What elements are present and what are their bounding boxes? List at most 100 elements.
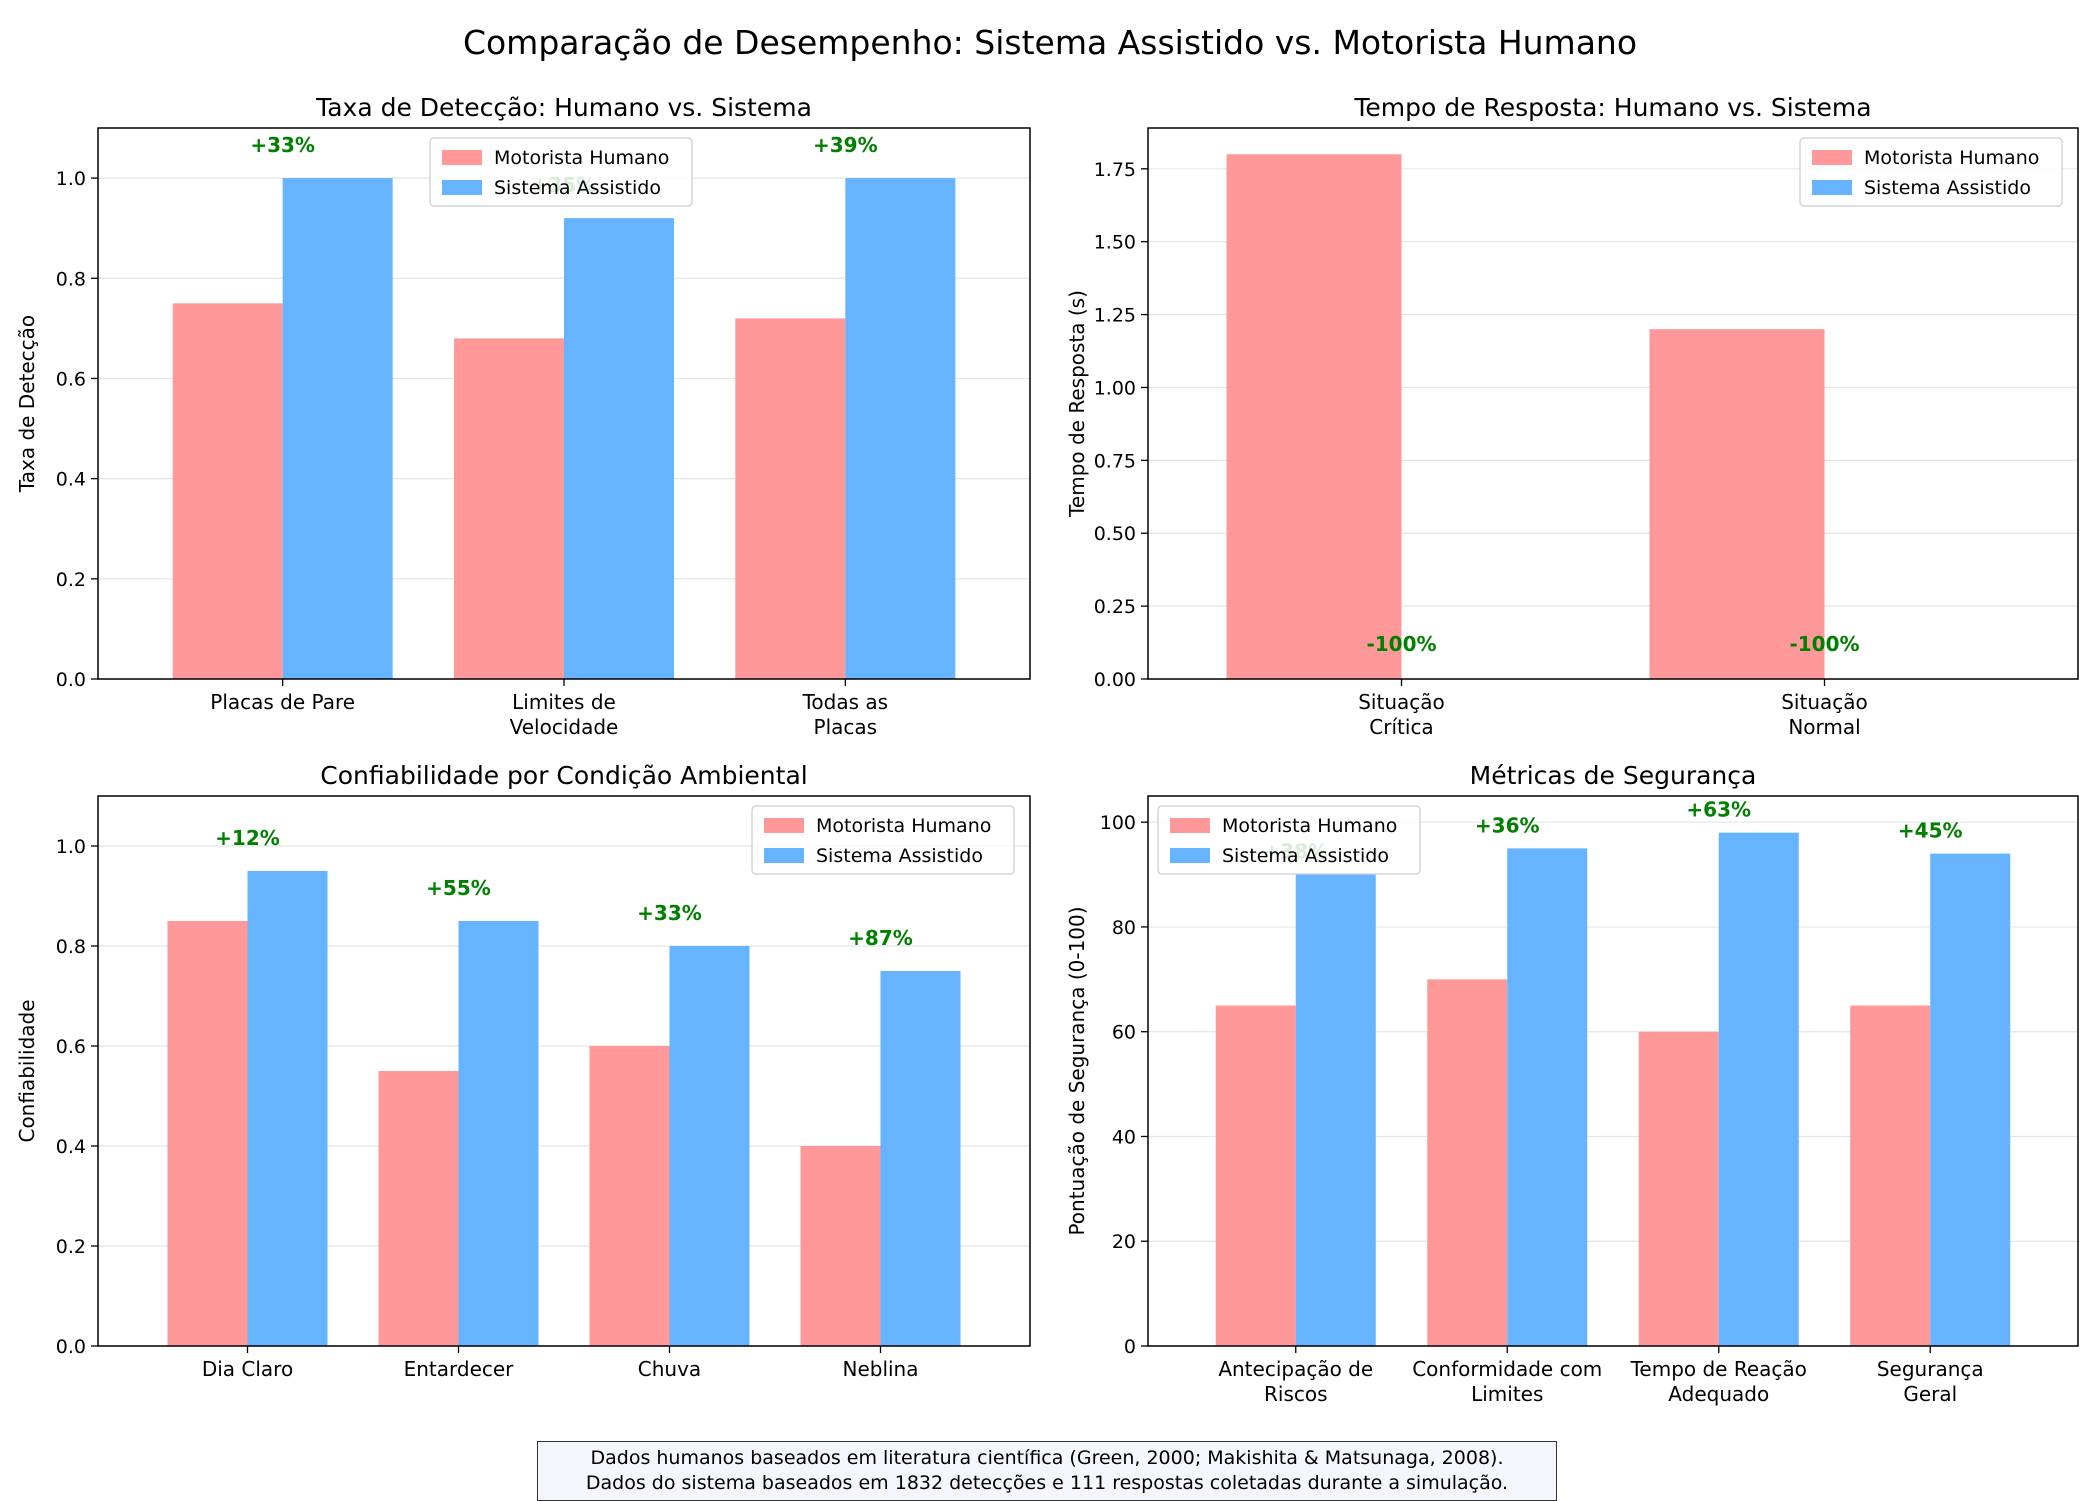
bar-system-2 (458, 921, 539, 1346)
y-tick-label: 0.0 (56, 1336, 86, 1358)
x-tick-label: Riscos (1264, 1382, 1328, 1406)
improvement-label: +33% (250, 133, 315, 157)
y-tick-label: 1.00 (1094, 377, 1136, 399)
legend-label: Sistema Assistido (1864, 177, 2031, 199)
chart-title: Métricas de Segurança (1470, 761, 1757, 790)
legend-label: Motorista Humano (816, 815, 991, 837)
y-tick-label: 0.0 (56, 669, 86, 691)
improvement-label: +55% (426, 876, 491, 900)
y-tick-label: 0.2 (56, 569, 86, 591)
chart-panel-3: Confiabilidade por Condição Ambiental 0.0… (15, 761, 1031, 1381)
data-source-line-2: Dados do sistema baseados em 1832 detecç… (585, 1472, 1509, 1494)
chart-panel-1: Taxa de Detecção: Humano vs. Sistema 0.0 0… (15, 93, 1031, 739)
legend-label: Sistema Assistido (1222, 845, 1389, 867)
x-tick-label: Situação (1358, 690, 1445, 714)
improvement-label: +63% (1686, 798, 1751, 822)
y-tick-label: 0.50 (1094, 523, 1136, 545)
y-tick-label: 100 (1100, 812, 1136, 834)
y-tick-label: 0.8 (56, 268, 86, 290)
bar-system-2 (564, 218, 674, 679)
bar-human-3 (589, 1046, 670, 1346)
bar-human-4 (800, 1146, 881, 1346)
legend: Motorista Humano Sistema Assistido (1157, 805, 1421, 875)
x-tick-label: Dia Claro (202, 1357, 293, 1381)
x-tick-label: Antecipação de (1218, 1357, 1373, 1381)
legend-label: Sistema Assistido (816, 845, 983, 867)
y-tick-label: 40 (1112, 1126, 1136, 1148)
bar-system-1 (282, 178, 393, 679)
plot-frame (97, 127, 1031, 680)
x-tick-label: Neblina (842, 1357, 918, 1381)
x-tick-label: Conformidade com (1412, 1357, 1602, 1381)
improvement-label: +36% (1475, 813, 1540, 837)
legend-swatch (1812, 150, 1852, 165)
y-tick-label: 0.6 (56, 368, 86, 390)
chart-title: Tempo de Resposta: Humano vs. Sistema (1353, 93, 1871, 122)
x-tick-label: Chuva (638, 1357, 701, 1381)
bar-human-3 (1638, 1031, 1719, 1346)
y-tick-label: 1.0 (56, 168, 86, 190)
y-axis-label: Confiabilidade (15, 999, 39, 1142)
chart-title: Taxa de Detecção: Humano vs. Sistema (315, 93, 812, 122)
x-tick-label: Geral (1903, 1382, 1957, 1406)
bar-system-1 (1295, 874, 1376, 1346)
legend: Motorista Humano Sistema Assistido (751, 805, 1015, 875)
improvement-label: -100% (1789, 632, 1859, 656)
bar-system-4 (1930, 853, 2011, 1346)
figure-title: Comparação de Desempenho: Sistema Assist… (463, 23, 1637, 62)
data-source-note: Dados humanos baseados em literatura cie… (537, 1441, 1557, 1501)
y-tick-label: 0.4 (56, 469, 86, 491)
legend-box (751, 805, 1015, 875)
bar-system-3 (669, 946, 750, 1346)
legend-box (1799, 137, 2063, 207)
y-tick-label: 0.75 (1094, 450, 1136, 472)
x-tick-label: Entardecer (404, 1357, 515, 1381)
bar-human-2 (454, 338, 564, 679)
legend-box (429, 137, 693, 207)
legend-swatch (442, 180, 482, 195)
bar-system-3 (1718, 832, 1799, 1346)
y-tick-label: 20 (1112, 1231, 1136, 1253)
y-axis-label: Tempo de Resposta (s) (1065, 290, 1089, 518)
legend-swatch (764, 848, 804, 863)
x-tick-label: Todas as (802, 690, 888, 714)
y-tick-label: 0.2 (56, 1236, 86, 1258)
data-source-line-1: Dados humanos baseados em literatura cie… (590, 1447, 1504, 1469)
y-tick-label: 0.00 (1094, 669, 1136, 691)
legend-label: Sistema Assistido (494, 177, 661, 199)
x-tick-label: Situação (1781, 690, 1868, 714)
bar-human-2 (1649, 329, 1825, 679)
y-axis-label: Taxa de Detecção (15, 315, 39, 493)
bar-human-1 (172, 303, 283, 679)
x-tick-label: Normal (1788, 715, 1860, 739)
y-tick-label: 0.8 (56, 936, 86, 958)
plot-frame (1147, 127, 2079, 680)
bar-human-4 (1850, 1005, 1931, 1346)
x-tick-label: Placas (814, 715, 878, 739)
bar-system-3 (845, 178, 956, 679)
x-tick-label: Limites de (512, 690, 616, 714)
legend-swatch (1170, 848, 1210, 863)
legend-swatch (442, 150, 482, 165)
y-tick-label: 0 (1124, 1336, 1136, 1358)
improvement-label: -100% (1366, 632, 1436, 656)
improvement-label: +87% (848, 926, 913, 950)
x-tick-label: Placas de Pare (210, 690, 355, 714)
y-tick-label: 1.50 (1094, 232, 1136, 254)
improvement-label: +12% (215, 826, 280, 850)
y-tick-label: 60 (1112, 1022, 1136, 1044)
y-tick-label: 1.75 (1094, 159, 1136, 181)
x-tick-label: Segurança (1877, 1357, 1984, 1381)
bar-human-3 (735, 318, 846, 679)
bar-human-1 (167, 921, 248, 1346)
bar-human-2 (378, 1071, 459, 1346)
y-axis-label: Pontuação de Segurança (0-100) (1065, 906, 1089, 1235)
y-tick-label: 0.6 (56, 1036, 86, 1058)
x-tick-label: Velocidade (510, 715, 619, 739)
x-tick-label: Limites (1471, 1382, 1543, 1406)
y-tick-label: 0.25 (1094, 596, 1136, 618)
x-tick-label: Crítica (1369, 715, 1433, 739)
plot-frame (97, 795, 1031, 1347)
legend: Motorista Humano Sistema Assistido (429, 137, 693, 207)
